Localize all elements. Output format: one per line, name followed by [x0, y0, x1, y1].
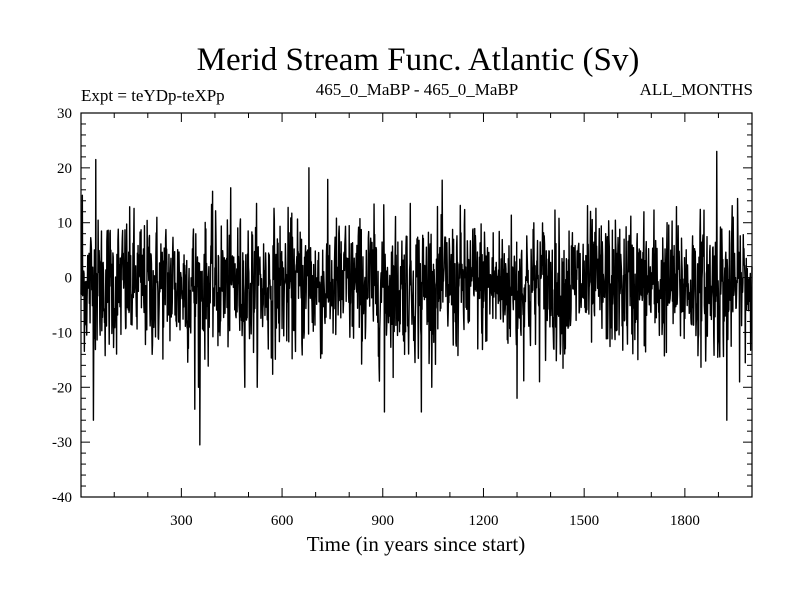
x-tick-label: 1200: [468, 513, 498, 529]
y-tick-label: -40: [52, 490, 72, 506]
y-tick-label: -20: [52, 380, 72, 396]
y-tick-label: 0: [65, 271, 73, 287]
x-tick-label: 600: [271, 513, 294, 529]
x-tick-label: 1800: [670, 513, 700, 529]
x-tick-label: 300: [170, 513, 193, 529]
subtitle-center: 465_0_MaBP - 465_0_MaBP: [316, 80, 518, 99]
y-tick-label: 30: [57, 106, 72, 122]
series-line: [80, 150, 753, 446]
y-tick-label: -30: [52, 435, 72, 451]
y-tick-label: -10: [52, 325, 72, 341]
subtitle-right: ALL_MONTHS: [640, 80, 753, 99]
y-tick-label: 20: [57, 161, 72, 177]
x-axis-label: Time (in years since start): [307, 532, 526, 556]
y-tick-label: 10: [57, 216, 72, 232]
x-tick-label: 1500: [569, 513, 599, 529]
chart-title: Merid Stream Func. Atlantic (Sv): [197, 42, 640, 78]
subtitle-left: Expt = teYDp-teXPp: [81, 86, 225, 105]
x-tick-label: 900: [372, 513, 395, 529]
